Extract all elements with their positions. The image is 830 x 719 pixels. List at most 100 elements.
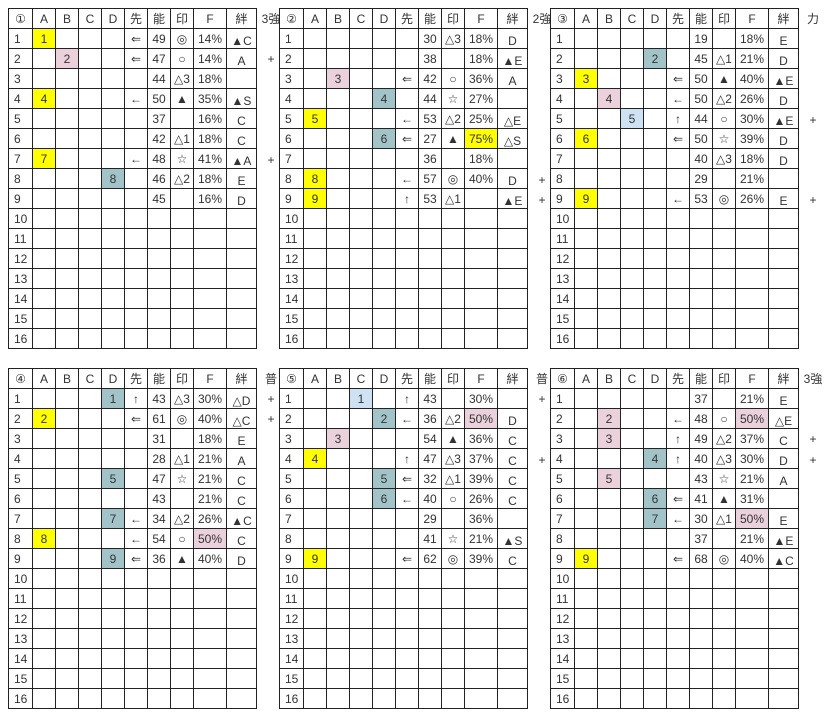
cell-B[interactable] <box>326 308 350 329</box>
cell-F[interactable]: 39% <box>735 128 769 149</box>
cell-D[interactable] <box>101 528 125 549</box>
cell-先[interactable] <box>666 308 690 329</box>
cell-B[interactable] <box>597 668 621 689</box>
cell-絆[interactable]: E <box>768 508 799 529</box>
cell-印[interactable] <box>441 508 465 529</box>
cell-F[interactable]: 18% <box>193 168 227 189</box>
cell-D[interactable] <box>101 688 125 709</box>
cell-印[interactable]: △3 <box>441 448 465 469</box>
cell-能[interactable]: 43 <box>689 468 713 489</box>
cell-絆[interactable] <box>768 168 799 189</box>
cell-印[interactable] <box>441 608 465 629</box>
cell-A[interactable] <box>574 628 598 649</box>
cell-A[interactable] <box>303 608 327 629</box>
cell-絆[interactable] <box>768 588 799 609</box>
cell-B[interactable] <box>597 68 621 89</box>
cell-C[interactable] <box>78 88 102 109</box>
cell-C[interactable] <box>78 668 102 689</box>
cell-先[interactable] <box>395 308 419 329</box>
cell-C[interactable] <box>620 488 644 509</box>
cell-D[interactable] <box>101 228 125 249</box>
cell-F[interactable] <box>464 648 498 669</box>
cell-C[interactable] <box>349 588 373 609</box>
cell-B[interactable] <box>55 588 79 609</box>
cell-絆[interactable]: E <box>768 28 799 49</box>
cell-F[interactable] <box>735 688 769 709</box>
cell-B[interactable] <box>55 448 79 469</box>
cell-絆[interactable]: E <box>768 188 799 209</box>
cell-B[interactable] <box>326 48 350 69</box>
cell-C[interactable] <box>349 568 373 589</box>
cell-能[interactable]: 44 <box>689 108 713 129</box>
cell-A[interactable] <box>574 208 598 229</box>
cell-C[interactable] <box>349 308 373 329</box>
cell-C[interactable] <box>349 68 373 89</box>
cell-先[interactable] <box>666 668 690 689</box>
cell-A[interactable] <box>303 508 327 529</box>
cell-D[interactable] <box>101 588 125 609</box>
cell-B[interactable]: 3 <box>597 428 621 449</box>
cell-D[interactable] <box>372 308 396 329</box>
cell-C[interactable] <box>349 108 373 129</box>
cell-印[interactable]: △3 <box>712 448 736 469</box>
cell-F[interactable] <box>735 328 769 349</box>
cell-能[interactable] <box>147 648 171 669</box>
cell-印[interactable] <box>170 568 194 589</box>
cell-絆[interactable]: A <box>226 48 257 69</box>
cell-先[interactable] <box>395 48 419 69</box>
cell-先[interactable] <box>124 288 148 309</box>
cell-能[interactable]: 42 <box>418 68 442 89</box>
cell-F[interactable]: 14% <box>193 28 227 49</box>
cell-絆[interactable] <box>226 328 257 349</box>
cell-絆[interactable] <box>226 228 257 249</box>
cell-D[interactable] <box>101 308 125 329</box>
cell-能[interactable]: 47 <box>418 448 442 469</box>
cell-B[interactable] <box>326 448 350 469</box>
cell-A[interactable] <box>32 248 56 269</box>
cell-絆[interactable] <box>768 668 799 689</box>
cell-A[interactable] <box>32 208 56 229</box>
cell-D[interactable] <box>643 588 667 609</box>
cell-D[interactable] <box>643 108 667 129</box>
cell-絆[interactable]: ▲E <box>768 528 799 549</box>
cell-C[interactable] <box>349 48 373 69</box>
cell-B[interactable] <box>55 668 79 689</box>
cell-D[interactable] <box>643 468 667 489</box>
cell-D[interactable] <box>372 328 396 349</box>
cell-印[interactable] <box>441 48 465 69</box>
cell-B[interactable] <box>55 308 79 329</box>
cell-A[interactable] <box>303 628 327 649</box>
cell-先[interactable]: ← <box>395 408 419 429</box>
cell-B[interactable] <box>55 608 79 629</box>
cell-先[interactable] <box>395 208 419 229</box>
cell-絆[interactable]: ▲A <box>226 148 257 169</box>
cell-C[interactable] <box>78 408 102 429</box>
cell-D[interactable] <box>101 628 125 649</box>
cell-能[interactable] <box>418 228 442 249</box>
cell-能[interactable] <box>147 608 171 629</box>
cell-D[interactable] <box>101 88 125 109</box>
cell-C[interactable] <box>620 168 644 189</box>
cell-印[interactable]: △3 <box>441 28 465 49</box>
cell-先[interactable] <box>666 28 690 49</box>
cell-D[interactable] <box>372 228 396 249</box>
cell-先[interactable]: ↑ <box>666 428 690 449</box>
cell-F[interactable]: 37% <box>464 448 498 469</box>
cell-D[interactable] <box>101 448 125 469</box>
cell-能[interactable]: 38 <box>418 48 442 69</box>
cell-B[interactable] <box>597 588 621 609</box>
cell-能[interactable]: 61 <box>147 408 171 429</box>
cell-印[interactable]: ☆ <box>441 88 465 109</box>
cell-絆[interactable]: ▲C <box>226 508 257 529</box>
cell-F[interactable] <box>735 668 769 689</box>
cell-D[interactable] <box>101 208 125 229</box>
cell-能[interactable] <box>689 608 713 629</box>
cell-F[interactable] <box>193 688 227 709</box>
cell-D[interactable] <box>372 628 396 649</box>
cell-F[interactable] <box>464 288 498 309</box>
cell-絆[interactable]: C <box>226 528 257 549</box>
cell-B[interactable] <box>326 648 350 669</box>
cell-先[interactable]: ← <box>666 508 690 529</box>
cell-能[interactable] <box>689 688 713 709</box>
cell-F[interactable] <box>464 208 498 229</box>
